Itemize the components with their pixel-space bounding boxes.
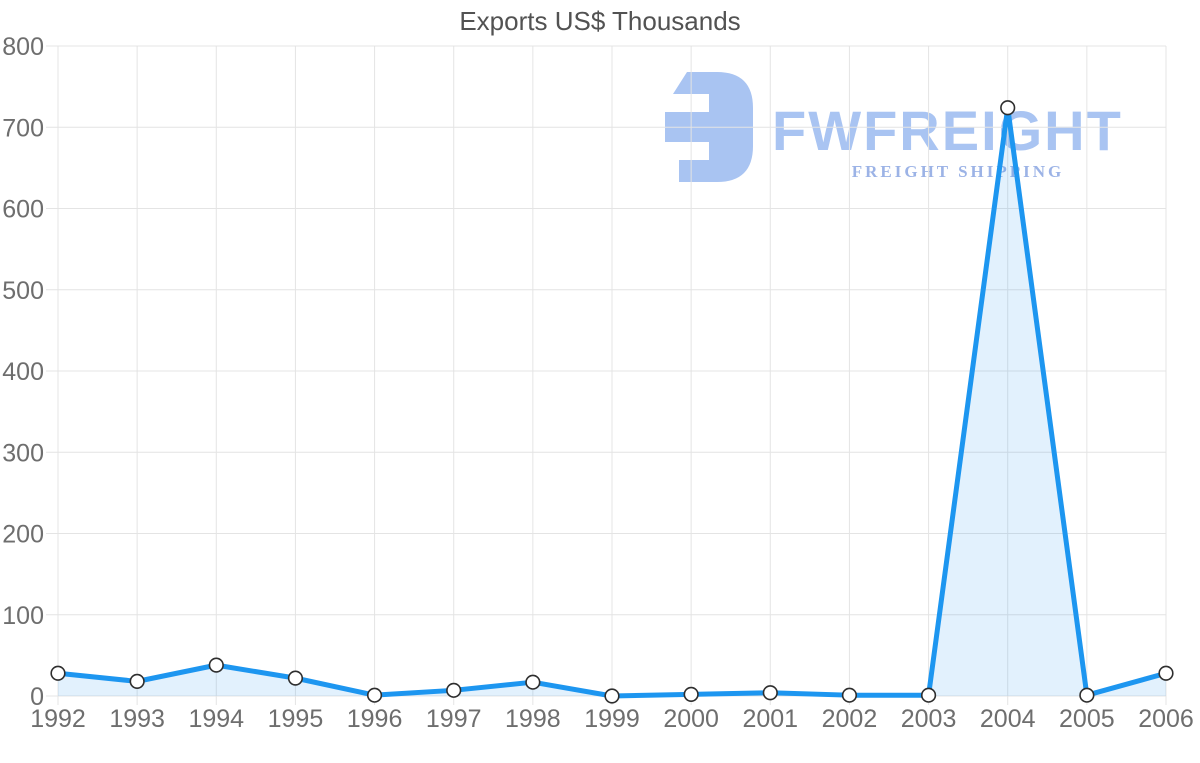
x-tick-label: 1995 <box>268 705 324 733</box>
gridlines <box>46 45 1167 705</box>
area-fill <box>58 107 1166 696</box>
data-point-1999[interactable] <box>604 688 620 704</box>
data-point-1998[interactable] <box>525 674 541 690</box>
y-tick-label: 700 <box>2 114 44 142</box>
x-tick-label: 1994 <box>188 705 244 733</box>
data-point-1997[interactable] <box>446 682 462 698</box>
data-point-2003[interactable] <box>920 687 937 703</box>
fwfreight-tagline-text: FREIGHT SHIPPING <box>852 162 1065 181</box>
fwfreight-brand-text: FWFREIGHT <box>772 99 1123 162</box>
x-tick-label: 2006 <box>1138 705 1194 733</box>
y-tick-label: 0 <box>30 683 44 711</box>
y-tick-label: 600 <box>2 196 44 224</box>
x-tick-label: 2002 <box>822 705 878 733</box>
y-tick-label: 800 <box>2 33 44 61</box>
axis-labels: 0 100 200 300 400 500 600 700 800 1992 1993 1994 199… <box>2 33 1194 733</box>
data-point-2000[interactable] <box>683 686 699 702</box>
x-tick-label: 1998 <box>505 705 561 733</box>
x-tick-label: 2005 <box>1059 705 1115 733</box>
y-tick-label: 500 <box>2 277 44 305</box>
data-point-1994[interactable] <box>208 657 224 673</box>
series <box>50 100 1174 704</box>
y-tick-label: 100 <box>2 602 44 630</box>
x-tick-label: 1993 <box>109 705 165 733</box>
data-point-2001[interactable] <box>762 685 778 701</box>
data-point-1993[interactable] <box>129 673 145 689</box>
data-point-2004[interactable] <box>1000 100 1016 116</box>
x-tick-label: 1992 <box>30 705 86 733</box>
chart-title: Exports US$ Thousands <box>459 6 741 36</box>
x-tick-label: 1996 <box>347 705 403 733</box>
x-tick-label: 1997 <box>426 705 482 733</box>
data-point-2006[interactable] <box>1158 665 1174 681</box>
x-tick-label: 2001 <box>742 705 798 733</box>
data-point-1992[interactable] <box>50 665 66 681</box>
x-tick-label: 2003 <box>901 705 957 733</box>
x-tick-label: 2004 <box>980 705 1036 733</box>
y-tick-label: 400 <box>2 358 44 386</box>
y-tick-label: 200 <box>2 521 44 549</box>
data-point-2002[interactable] <box>841 687 858 703</box>
x-tick-label: 1999 <box>584 705 640 733</box>
y-tick-label: 300 <box>2 439 44 467</box>
x-tick-label: 2000 <box>663 705 719 733</box>
data-point-1996[interactable] <box>366 687 383 703</box>
data-point-1995[interactable] <box>287 670 304 686</box>
data-point-2005[interactable] <box>1079 687 1095 703</box>
